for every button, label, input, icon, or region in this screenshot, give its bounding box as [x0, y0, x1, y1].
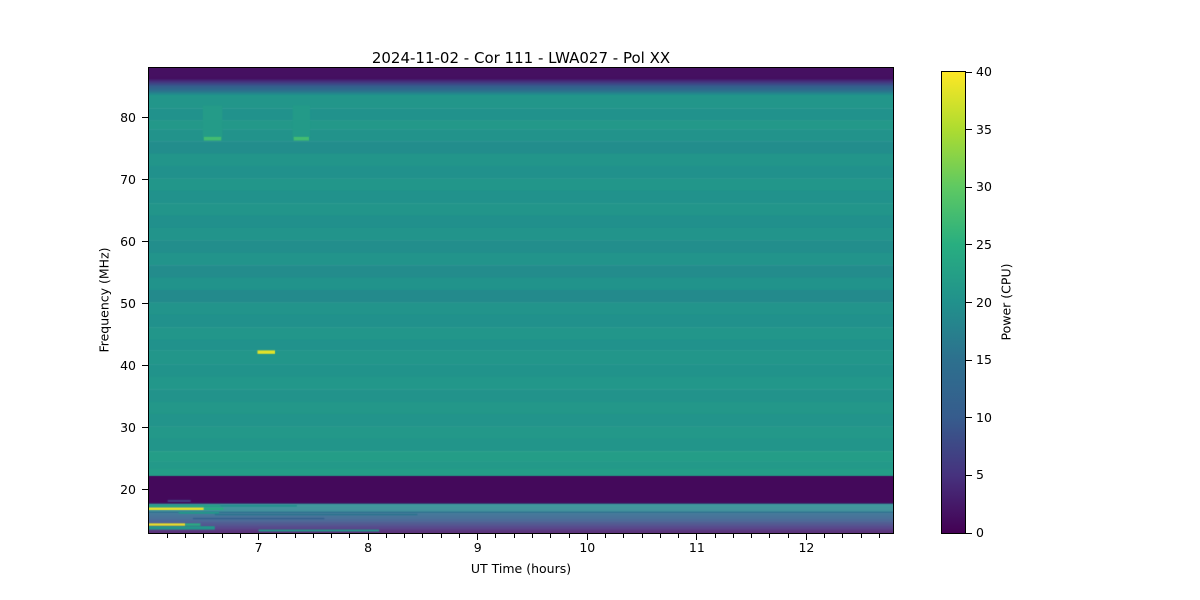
x-minor-tick	[294, 534, 296, 538]
y-tick-label: 80	[120, 109, 136, 125]
colorbar-tick-label: 35	[976, 121, 992, 137]
x-minor-tick	[203, 534, 205, 538]
x-minor-tick	[678, 534, 680, 538]
x-minor-tick	[239, 534, 241, 538]
colorbar-tick-label: 5	[976, 467, 984, 483]
x-minor-tick	[586, 534, 588, 538]
plot-title: 2024-11-02 - Cor 111 - LWA027 - Pol XX	[371, 49, 671, 67]
colorbar-tick	[966, 244, 972, 246]
x-minor-tick	[659, 534, 661, 538]
x-tick-label: 7	[254, 540, 263, 555]
colorbar-tick	[966, 186, 972, 188]
y-tick-label: 50	[120, 295, 136, 311]
x-minor-tick	[276, 534, 278, 538]
colorbar-tick	[966, 417, 972, 419]
x-minor-tick	[495, 534, 497, 538]
x-minor-tick	[787, 534, 789, 538]
x-minor-tick	[349, 534, 351, 538]
colorbar-tick-label: 30	[976, 179, 992, 195]
colorbar-tick	[966, 359, 972, 361]
x-tick-label: 8	[364, 540, 373, 555]
y-major-tick	[142, 117, 148, 119]
x-minor-tick	[623, 534, 625, 538]
x-minor-tick	[367, 534, 369, 538]
y-major-tick	[142, 179, 148, 181]
x-minor-tick	[824, 534, 826, 538]
colorbar	[941, 71, 966, 534]
colorbar-tick	[966, 532, 972, 534]
y-tick-label: 60	[120, 233, 136, 249]
colorbar-tick-label: 15	[976, 352, 992, 368]
x-minor-tick	[732, 534, 734, 538]
x-minor-tick	[641, 534, 643, 538]
x-minor-tick	[842, 534, 844, 538]
y-major-tick	[142, 241, 148, 243]
x-minor-tick	[166, 534, 168, 538]
colorbar-tick-label: 10	[976, 409, 992, 425]
x-minor-tick	[331, 534, 333, 538]
x-minor-tick	[696, 534, 698, 538]
y-tick-label: 30	[120, 419, 136, 435]
x-minor-tick	[258, 534, 260, 538]
x-minor-tick	[532, 534, 533, 538]
x-minor-tick	[221, 534, 223, 538]
x-axis-label: UT Time (hours)	[470, 561, 572, 576]
x-tick-label: 11	[688, 540, 705, 555]
colorbar-gradient	[942, 72, 965, 533]
colorbar-tick-label: 0	[976, 525, 984, 540]
colorbar-tick-label: 40	[976, 64, 992, 79]
x-minor-tick	[385, 534, 387, 538]
colorbar-tick	[966, 474, 972, 476]
x-minor-tick	[422, 534, 424, 538]
y-major-tick	[142, 303, 148, 305]
x-tick-label: 9	[473, 540, 482, 555]
x-minor-tick	[769, 534, 771, 538]
x-tick-label: 10	[579, 540, 596, 555]
plot-area	[148, 67, 894, 534]
x-minor-tick	[550, 534, 552, 538]
x-minor-tick	[805, 534, 807, 538]
x-minor-tick	[458, 534, 460, 538]
x-minor-tick	[751, 534, 753, 538]
x-minor-tick	[714, 534, 716, 538]
colorbar-tick-label: 25	[976, 236, 992, 252]
y-major-tick	[142, 427, 148, 429]
colorbar-tick	[966, 129, 972, 131]
x-minor-tick	[878, 534, 880, 538]
x-minor-tick	[404, 534, 406, 538]
y-tick-label: 70	[120, 171, 136, 187]
x-minor-tick	[312, 534, 314, 538]
x-minor-tick	[185, 534, 187, 538]
x-tick-label: 12	[798, 540, 815, 555]
y-major-tick	[142, 365, 148, 367]
x-minor-tick	[605, 534, 607, 538]
x-minor-tick	[860, 534, 862, 538]
x-minor-tick	[477, 534, 479, 538]
colorbar-tick	[966, 71, 972, 73]
y-tick-label: 20	[120, 481, 136, 497]
y-major-tick	[142, 489, 148, 491]
x-minor-tick	[568, 534, 570, 538]
spectrogram-canvas	[149, 68, 893, 533]
x-minor-tick	[513, 534, 515, 538]
colorbar-tick-label: 20	[976, 294, 992, 310]
colorbar-tick	[966, 302, 972, 303]
y-tick-label: 40	[120, 357, 136, 373]
x-minor-tick	[440, 534, 442, 538]
